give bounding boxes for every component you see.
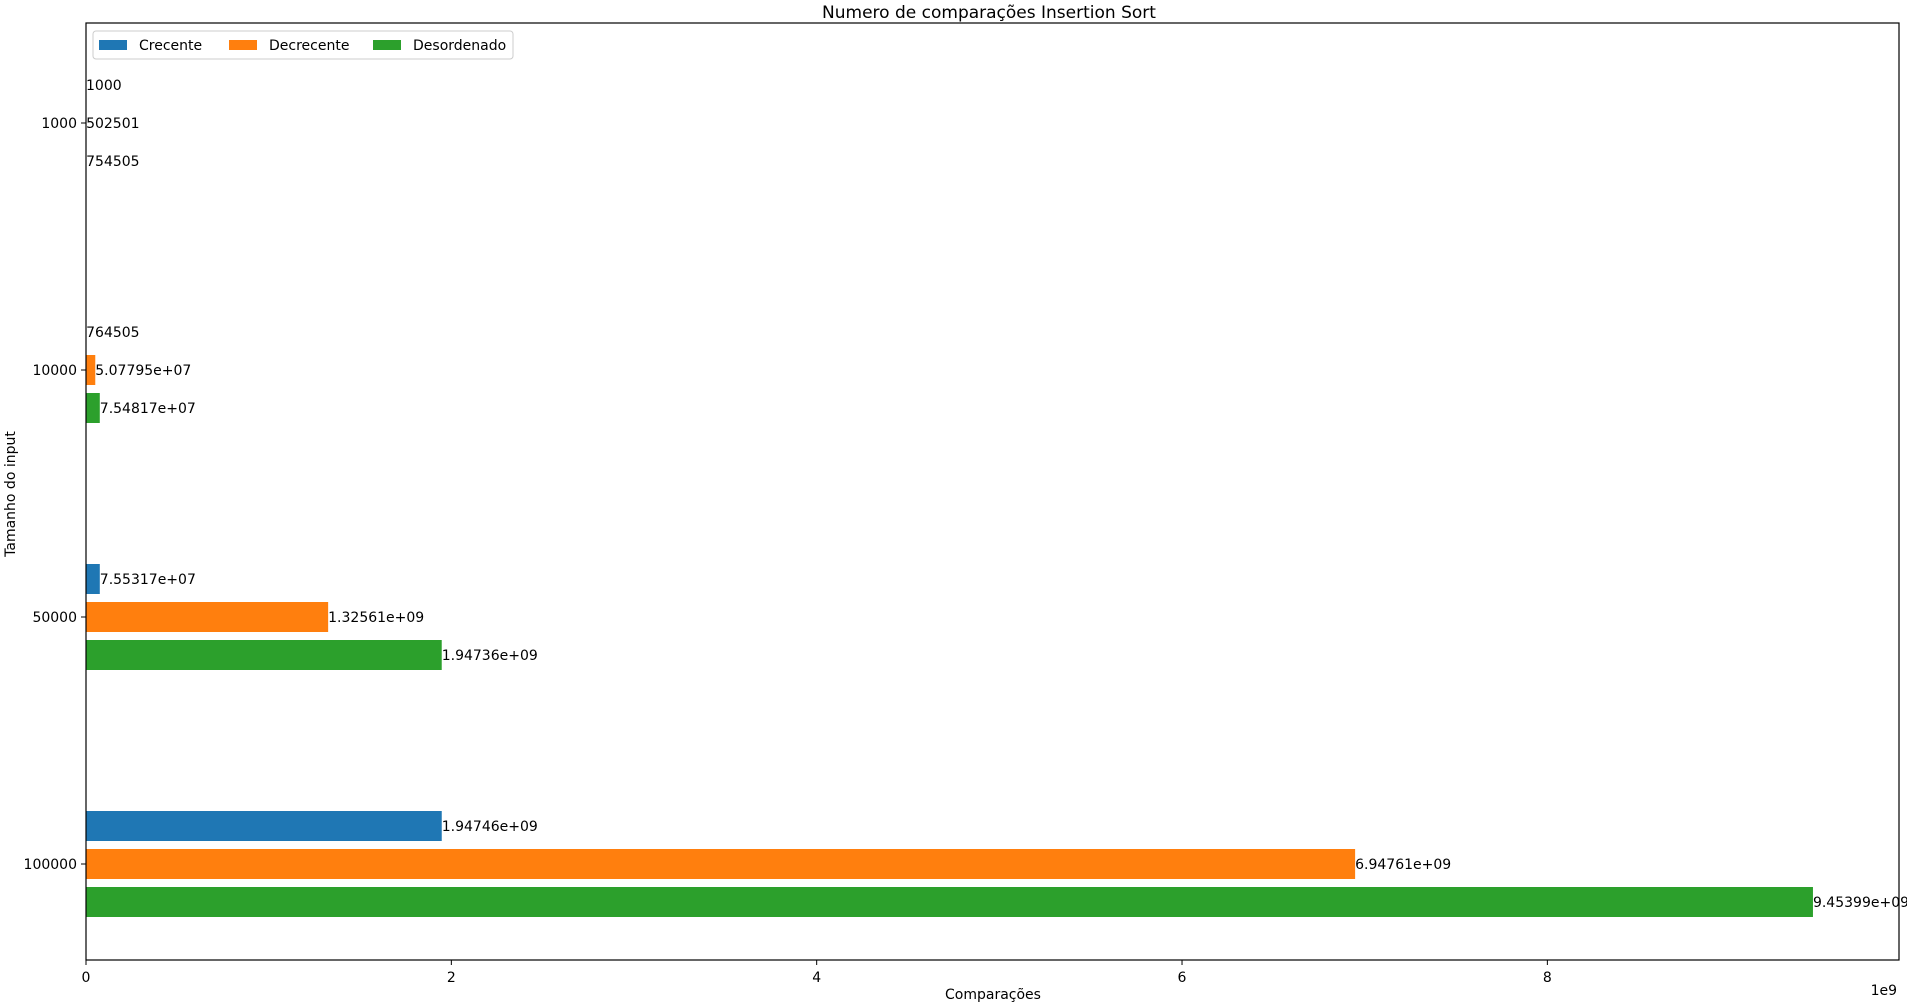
x-axis-offset-label: 1e9 <box>1871 983 1897 999</box>
x-tick-label-4: 4 <box>812 970 821 986</box>
legend-label-decrecente: Decrecente <box>269 38 349 54</box>
data-label-desordenado-1000: 754505 <box>86 154 139 170</box>
legend-swatch-decrecente <box>229 40 257 50</box>
x-tick-label-8: 8 <box>1543 970 1552 986</box>
legend[interactable]: Crecente Decrecente Desordenado <box>92 30 514 60</box>
plot-frame <box>85 22 1900 961</box>
bar-desordenado-10000 <box>86 393 100 423</box>
bar-decrecente-50000 <box>86 602 329 632</box>
legend-label-desordenado: Desordenado <box>413 38 506 54</box>
legend-box <box>92 30 514 60</box>
data-label-crecente-100000: 1.94746e+09 <box>442 819 538 835</box>
bar-decrecente-10000 <box>86 355 96 385</box>
ticks-layer: 1000 10000 50000 100000 0 2 4 6 8 <box>24 116 1552 986</box>
legend-label-crecente: Crecente <box>139 38 202 54</box>
data-label-decrecente-50000: 1.32561e+09 <box>328 610 424 626</box>
y-tick-label-10000: 10000 <box>32 363 77 379</box>
bar-crecente-100000 <box>86 811 442 841</box>
legend-swatch-crecente <box>99 40 127 50</box>
bar-decrecente-100000 <box>86 849 1356 879</box>
x-tick-label-2: 2 <box>447 970 456 986</box>
data-label-crecente-1000: 1000 <box>86 78 122 94</box>
data-labels-layer: 1000 502501 754505 764505 5.07795e+07 7.54817… <box>86 78 1907 911</box>
data-label-decrecente-10000: 5.07795e+07 <box>95 363 191 379</box>
x-tick-label-0: 0 <box>82 970 91 986</box>
x-axis-label: Comparações <box>945 987 1041 1003</box>
data-label-desordenado-10000: 7.54817e+07 <box>100 401 196 417</box>
data-label-decrecente-1000: 502501 <box>86 116 139 132</box>
y-tick-label-50000: 50000 <box>32 610 77 626</box>
data-label-desordenado-100000: 9.45399e+09 <box>1813 895 1907 911</box>
x-tick-label-6: 6 <box>1178 970 1187 986</box>
y-tick-label-100000: 100000 <box>24 857 77 873</box>
bar-crecente-50000 <box>86 564 100 594</box>
y-axis-label: Tamanho do input <box>3 431 19 558</box>
bar-desordenado-50000 <box>86 640 442 670</box>
data-label-decrecente-100000: 6.94761e+09 <box>1355 857 1451 873</box>
data-label-desordenado-50000: 1.94736e+09 <box>442 648 538 664</box>
bar-desordenado-100000 <box>86 887 1813 917</box>
y-tick-label-1000: 1000 <box>41 116 77 132</box>
data-label-crecente-50000: 7.55317e+07 <box>100 572 196 588</box>
legend-swatch-desordenado <box>373 40 401 50</box>
bars-layer <box>86 70 1813 917</box>
chart-title: Numero de comparações Insertion Sort <box>822 3 1156 23</box>
data-label-crecente-10000: 764505 <box>86 325 139 341</box>
